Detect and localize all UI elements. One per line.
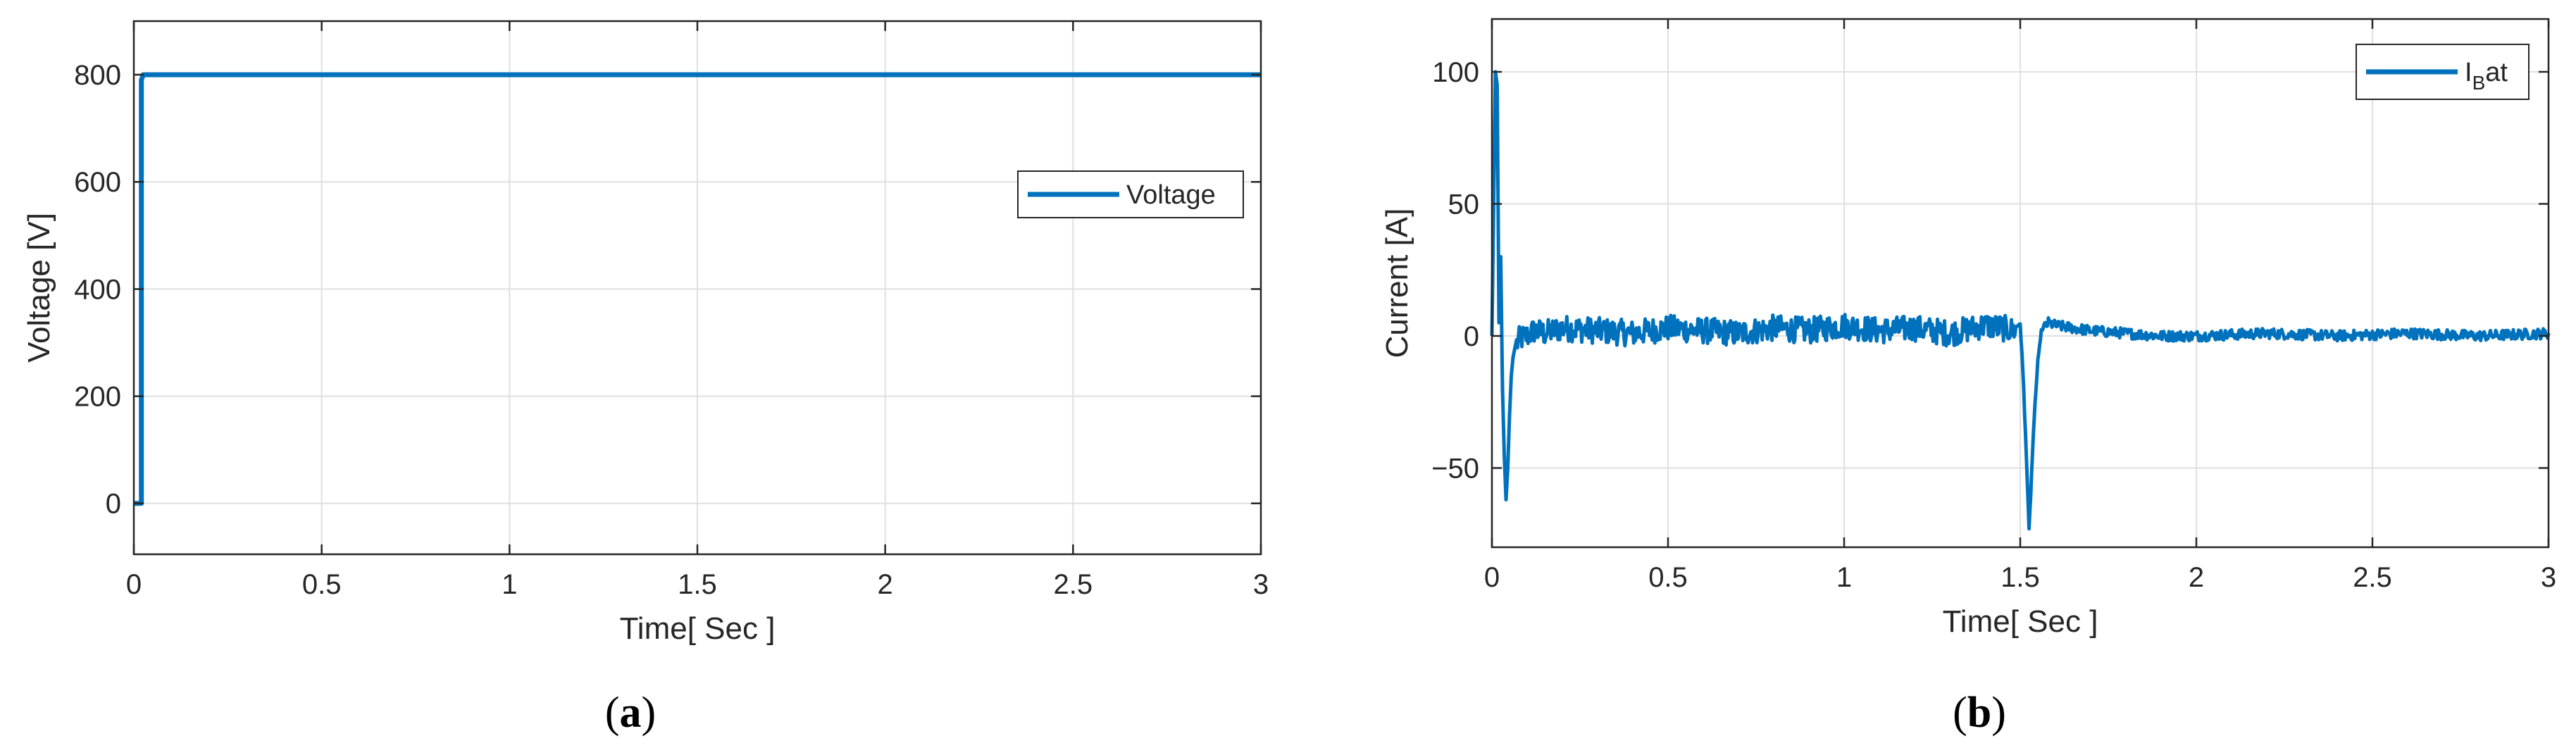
- x-axis-label: Time[ Sec ]: [620, 611, 776, 646]
- y-tick-label: 50: [1448, 189, 1480, 220]
- y-tick-label: 800: [74, 60, 121, 91]
- caption-b-letter: b: [1967, 689, 1991, 737]
- caption-b-prefix: (: [1953, 689, 1967, 737]
- y-axis-label: Voltage [V]: [22, 213, 56, 363]
- x-tick-label: 2.5: [1054, 569, 1093, 600]
- legend: IBat: [2356, 44, 2530, 100]
- legend-label: IBat: [2465, 58, 2508, 94]
- y-tick-label: 0: [1464, 321, 1479, 352]
- x-tick-label: 3: [1253, 569, 1269, 600]
- chart-a: 0 0.5 1 1.5 2 2.5 3 0 200 400 600 800 Time[ Sec ] Vol…: [22, 20, 1269, 646]
- y-tick-label: 200: [74, 382, 121, 413]
- legend-label-sub: B: [2472, 72, 2486, 94]
- legend: Voltage: [1017, 170, 1244, 218]
- legend-label-tail: at: [2485, 58, 2508, 87]
- x-tick-label: 0.5: [1648, 562, 1688, 593]
- legend-label-main: I: [2465, 58, 2472, 87]
- series-line-0: [1490, 70, 2551, 531]
- y-tick-label: 0: [106, 489, 121, 520]
- x-tick-label: 0: [126, 569, 142, 600]
- caption-b-suffix: ): [1991, 689, 2006, 737]
- y-tick-label: 400: [74, 274, 121, 305]
- x-tick-label: 1.5: [678, 569, 717, 600]
- x-tick-label: 1.5: [2001, 562, 2040, 593]
- y-axis-label: Current [A]: [1380, 208, 1414, 358]
- x-tick-label: 3: [2541, 562, 2556, 593]
- legend-label: Voltage: [1126, 180, 1216, 210]
- caption-a: (a): [605, 689, 656, 737]
- x-tick-label: 0: [1484, 562, 1500, 593]
- y-tick-label: 600: [74, 167, 121, 198]
- caption-a-suffix: ): [642, 689, 657, 737]
- caption-a-letter: a: [620, 689, 642, 737]
- caption-a-prefix: (: [605, 689, 620, 737]
- x-tick-label: 0.5: [302, 569, 342, 600]
- y-tick-label: −50: [1431, 454, 1479, 485]
- chart-b: 0 0.5 1 1.5 2 2.5 3 −50 0 50 100 Time[ Sec ] Current…: [1380, 18, 2556, 639]
- x-tick-label: 1: [1836, 562, 1852, 593]
- x-axis-label: Time[ Sec ]: [1943, 604, 2098, 639]
- x-tick-label: 1: [502, 569, 517, 600]
- caption-b: (b): [1953, 689, 2006, 737]
- y-tick-label: 100: [1432, 57, 1479, 88]
- x-tick-label: 2.5: [2353, 562, 2392, 593]
- x-tick-label: 2: [2189, 562, 2204, 593]
- x-tick-label: 2: [878, 569, 893, 600]
